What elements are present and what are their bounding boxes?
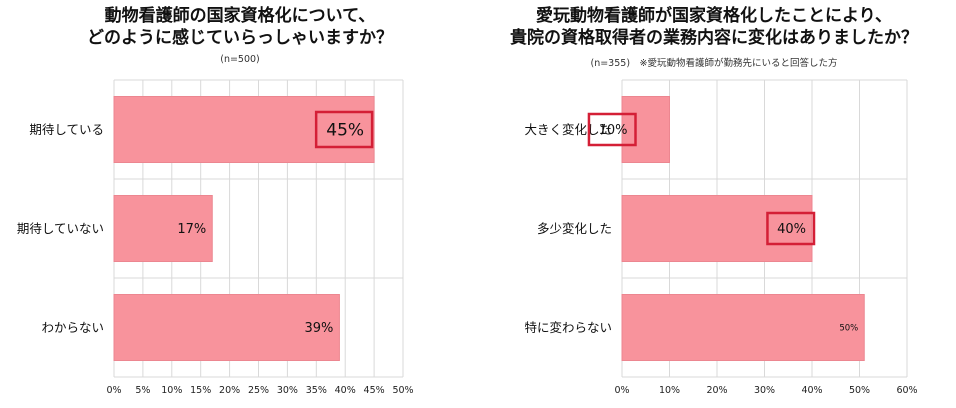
bar — [113, 294, 340, 361]
chart-title-line: 貴院の資格取得者の業務内容に変化はありましたか？ — [510, 27, 918, 48]
category-label: 期待していない — [17, 221, 104, 236]
data-label: 50% — [839, 324, 858, 334]
x-tick-label: 20% — [219, 385, 240, 396]
x-tick-label: 50% — [849, 385, 870, 396]
bar — [621, 195, 813, 262]
x-tick-label: 0% — [614, 385, 629, 396]
data-label: 39% — [305, 321, 334, 336]
x-tick-label: 5% — [135, 385, 150, 396]
chart-title-line: 動物看護師の国家資格化について、 — [105, 5, 376, 26]
chart-title-line: どのように感じていらっしゃいますか？ — [87, 27, 393, 48]
category-label: わからない — [41, 320, 104, 335]
x-tick-label: 30% — [277, 385, 298, 396]
highlight-box — [766, 211, 816, 246]
category-label: 特に変わらない — [524, 320, 612, 335]
x-tick-label: 15% — [190, 385, 211, 396]
data-label: 40% — [777, 222, 806, 237]
x-tick-label: 35% — [306, 385, 327, 396]
chart-subtitle: (n=500) — [220, 54, 260, 65]
x-tick-label: 40% — [801, 385, 822, 396]
bar — [621, 294, 865, 361]
x-tick-label: 50% — [392, 385, 413, 396]
category-label: 期待している — [29, 122, 104, 137]
x-tick-label: 10% — [161, 385, 182, 396]
bar — [621, 96, 670, 163]
x-tick-label: 10% — [659, 385, 680, 396]
x-tick-label: 40% — [335, 385, 356, 396]
highlight-box — [587, 112, 637, 147]
data-label: 45% — [326, 121, 364, 141]
category-label: 多少変化した — [537, 221, 612, 236]
chart-subtitle: (n=355) ※愛玩動物看護師が勤務先にいると回答した方 — [591, 57, 838, 69]
x-tick-label: 60% — [896, 385, 917, 396]
data-label: 10% — [599, 123, 628, 138]
highlight-box — [314, 110, 374, 149]
bar — [113, 195, 213, 262]
x-tick-label: 25% — [248, 385, 269, 396]
x-tick-label: 20% — [706, 385, 727, 396]
x-tick-label: 45% — [364, 385, 385, 396]
data-label: 17% — [177, 222, 206, 237]
x-tick-label: 30% — [754, 385, 775, 396]
bar — [113, 96, 375, 163]
chart-title-line: 愛玩動物看護師が国家資格化したことにより、 — [536, 5, 892, 26]
x-tick-label: 0% — [106, 385, 121, 396]
